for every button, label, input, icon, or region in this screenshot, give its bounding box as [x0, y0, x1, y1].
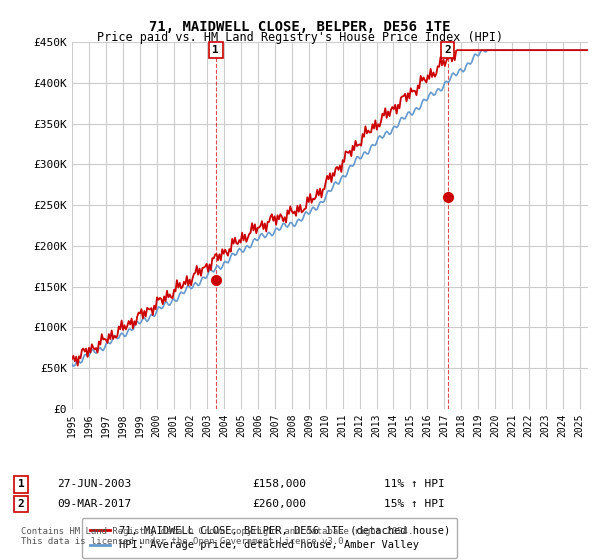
Text: 15% ↑ HPI: 15% ↑ HPI: [384, 499, 445, 509]
Legend: 71, MAIDWELL CLOSE, BELPER, DE56 1TE (detached house), HPI: Average price, detac: 71, MAIDWELL CLOSE, BELPER, DE56 1TE (de…: [82, 518, 457, 558]
Text: £158,000: £158,000: [252, 479, 306, 489]
Text: £260,000: £260,000: [252, 499, 306, 509]
Text: 09-MAR-2017: 09-MAR-2017: [57, 499, 131, 509]
Text: 71, MAIDWELL CLOSE, BELPER, DE56 1TE: 71, MAIDWELL CLOSE, BELPER, DE56 1TE: [149, 20, 451, 34]
Text: 11% ↑ HPI: 11% ↑ HPI: [384, 479, 445, 489]
Text: 2: 2: [444, 45, 451, 55]
Text: 2: 2: [17, 499, 25, 509]
Text: 27-JUN-2003: 27-JUN-2003: [57, 479, 131, 489]
Text: Price paid vs. HM Land Registry's House Price Index (HPI): Price paid vs. HM Land Registry's House …: [97, 31, 503, 44]
Text: Contains HM Land Registry data © Crown copyright and database right 2024.
This d: Contains HM Land Registry data © Crown c…: [21, 526, 413, 546]
Text: 1: 1: [212, 45, 219, 55]
Text: 1: 1: [17, 479, 25, 489]
